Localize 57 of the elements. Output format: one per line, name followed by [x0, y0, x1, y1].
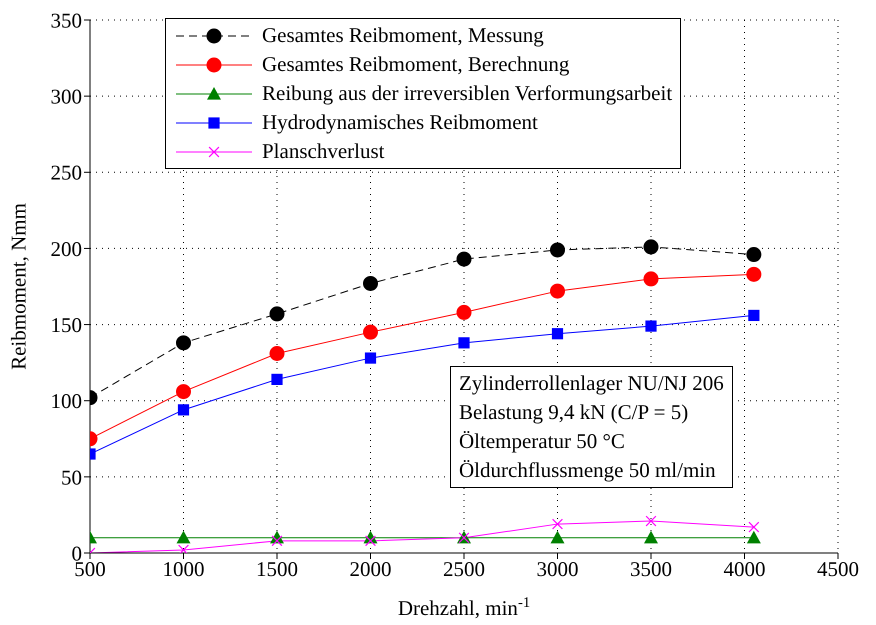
point	[270, 346, 284, 362]
annotation: Öldurchflussmenge 50 ml/min	[459, 457, 717, 484]
point	[748, 522, 760, 533]
point	[176, 384, 191, 400]
point	[552, 518, 563, 530]
x-tick-label: 3500	[630, 556, 672, 581]
point	[748, 310, 760, 322]
legend-label: Hydrodynamisches Reibmoment	[262, 110, 538, 135]
point	[178, 544, 189, 553]
annotation: Zylinderrollenlager NU/NJ 206	[459, 370, 724, 397]
point	[363, 324, 378, 340]
point	[552, 328, 564, 340]
y-axis-title: Reibmoment, Nmm	[6, 203, 30, 370]
point	[550, 530, 564, 544]
point	[746, 530, 761, 544]
annotation: Belastung 9,4 kN (C/P = 5)	[459, 399, 690, 426]
x-tick-label: 4000	[724, 556, 766, 581]
point	[176, 335, 191, 350]
point	[456, 304, 472, 320]
legend-label: Gesamtes Reibmoment, Berechnung	[262, 52, 570, 77]
point	[365, 535, 376, 546]
y-tick-label: 250	[50, 160, 82, 185]
point	[178, 404, 190, 416]
x-tick-label: 1000	[162, 556, 204, 581]
point	[270, 306, 284, 322]
point	[458, 337, 470, 348]
x-tick-label: 2500	[443, 556, 485, 581]
y-tick-label: 50	[61, 465, 82, 490]
y-tick-label: 200	[50, 236, 82, 261]
point	[364, 352, 376, 364]
annotation: Öltemperatur 50 °C	[459, 428, 626, 455]
y-tick-label: 100	[50, 389, 82, 414]
point	[646, 516, 656, 527]
legend-label: Reibung aus der irreversiblen Verformungsarbeit	[262, 81, 672, 106]
point	[746, 247, 762, 262]
y-tick-label: 300	[50, 84, 82, 109]
point	[645, 320, 657, 332]
point	[746, 266, 762, 282]
x-tick-label: 3000	[536, 556, 578, 581]
y-tick-label: 350	[50, 8, 82, 32]
point	[271, 374, 283, 385]
legend-label: Gesamtes Reibmoment, Messung	[262, 23, 544, 48]
x-axis-title: Drehzahl, min$^{-1}$	[398, 595, 530, 620]
point	[272, 535, 282, 546]
x-tick-label: 1500	[256, 556, 298, 581]
point	[644, 530, 658, 544]
legend-label: Planschverlust	[262, 139, 384, 164]
point	[550, 284, 565, 299]
x-tick-label: 4500	[817, 556, 859, 581]
point	[550, 242, 565, 258]
point	[176, 530, 190, 544]
point	[363, 276, 378, 291]
point	[456, 252, 472, 267]
x-tick-label: 2000	[350, 556, 392, 581]
point	[644, 271, 658, 286]
y-tick-label: 150	[50, 313, 82, 338]
point	[644, 239, 658, 254]
